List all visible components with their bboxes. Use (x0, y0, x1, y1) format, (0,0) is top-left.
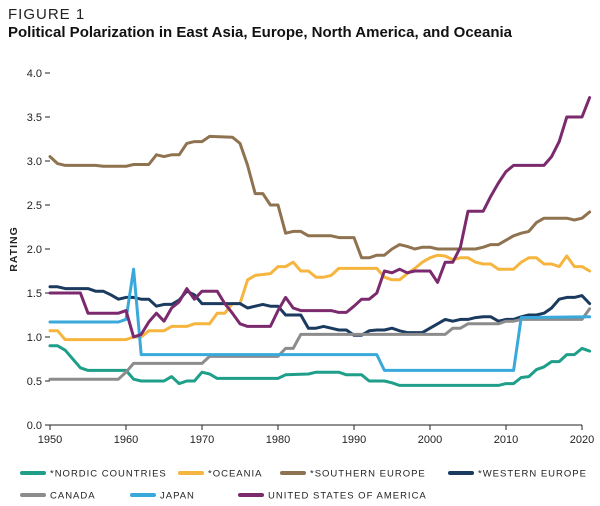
x-tick-label: 1980 (266, 434, 290, 446)
x-tick-label: 1970 (190, 434, 214, 446)
series-line-3 (48, 285, 592, 337)
series-line-1 (48, 253, 592, 342)
y-tick-label: 1.0 (27, 332, 42, 344)
legend-label: CANADA (50, 491, 96, 502)
y-tick-label: 3.0 (27, 156, 42, 168)
series-line-0 (48, 344, 592, 387)
y-tick-label: 0.0 (27, 420, 42, 432)
x-tick-label: 1960 (114, 434, 138, 446)
series-layer (48, 96, 592, 387)
x-tick-label: 2010 (494, 434, 518, 446)
x-tick-label: 2000 (418, 434, 442, 446)
x-tick-label: 2020 (570, 434, 594, 446)
x-tick-label: 1950 (38, 434, 62, 446)
chart-axes: 0.0 0.5 1.0 1.5 2.0 2.5 3.0 3.5 4.0 1950 1960 1970 1… (27, 68, 595, 446)
y-tick-label: 4.0 (27, 68, 42, 80)
chart-title: Political Polarization in East Asia, Eur… (8, 24, 513, 41)
y-axis-label: RATING (8, 226, 20, 271)
legend-label: *NORDIC COUNTRIES (50, 469, 167, 480)
y-tick-label: 1.5 (27, 288, 42, 300)
legend-label: *SOUTHERN EUROPE (310, 469, 426, 480)
legend-label: *WESTERN EUROPE (478, 469, 587, 480)
x-tick-label: 1990 (342, 434, 366, 446)
legend-label: UNITED STATES OF AMERICA (268, 491, 427, 502)
series-line-2 (48, 134, 592, 260)
y-tick-label: 0.5 (27, 376, 42, 388)
figure-label: FIGURE 1 (8, 6, 86, 23)
series-line-5 (48, 267, 592, 372)
legend-label: JAPAN (160, 491, 195, 502)
legend-label: *OCEANIA (208, 469, 262, 480)
y-tick-label: 3.5 (27, 112, 42, 124)
y-tick-label: 2.0 (27, 244, 42, 256)
y-tick-label: 2.5 (27, 200, 42, 212)
series-line-6 (48, 96, 592, 339)
chart-legend: *NORDIC COUNTRIES *OCEANIA *SOUTHERN EUROP… (20, 469, 587, 502)
series-line-4 (48, 307, 592, 381)
